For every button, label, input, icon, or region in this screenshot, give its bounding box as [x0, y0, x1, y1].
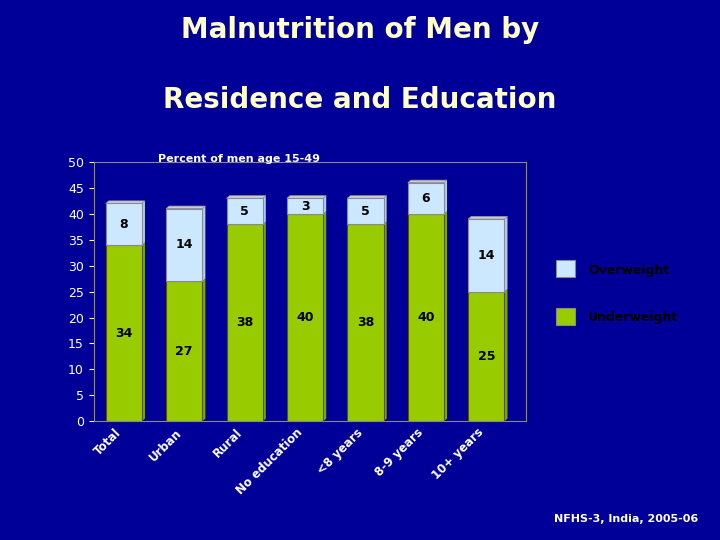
Bar — [347, 198, 384, 224]
Polygon shape — [287, 195, 326, 198]
Text: 14: 14 — [477, 249, 495, 262]
Polygon shape — [142, 201, 145, 245]
Text: Underweight: Underweight — [588, 311, 678, 324]
Polygon shape — [444, 211, 447, 421]
Polygon shape — [347, 195, 387, 198]
Polygon shape — [505, 289, 508, 421]
Text: 3: 3 — [301, 200, 310, 213]
Text: 34: 34 — [115, 327, 132, 340]
Polygon shape — [202, 279, 205, 421]
Bar — [408, 183, 444, 214]
Polygon shape — [166, 206, 205, 208]
Text: NFHS-3, India, 2005-06: NFHS-3, India, 2005-06 — [554, 514, 698, 524]
Bar — [468, 219, 505, 292]
Polygon shape — [468, 217, 508, 219]
Bar — [227, 198, 263, 224]
Bar — [227, 224, 263, 421]
Polygon shape — [202, 206, 205, 281]
Polygon shape — [384, 195, 387, 224]
Polygon shape — [106, 201, 145, 204]
Polygon shape — [263, 221, 266, 421]
Text: Percent of men age 15-49: Percent of men age 15-49 — [158, 154, 320, 164]
Polygon shape — [444, 180, 447, 214]
Text: 40: 40 — [297, 311, 314, 324]
Text: 6: 6 — [422, 192, 431, 205]
Text: 25: 25 — [477, 350, 495, 363]
Polygon shape — [323, 211, 326, 421]
Bar — [106, 204, 142, 245]
Text: 14: 14 — [176, 239, 193, 252]
Polygon shape — [505, 217, 508, 292]
Text: 5: 5 — [361, 205, 370, 218]
Bar — [166, 208, 202, 281]
FancyBboxPatch shape — [557, 260, 575, 278]
Polygon shape — [142, 242, 145, 421]
Bar — [287, 214, 323, 421]
Text: Malnutrition of Men by: Malnutrition of Men by — [181, 16, 539, 44]
Polygon shape — [408, 180, 447, 183]
Bar — [468, 292, 505, 421]
FancyBboxPatch shape — [557, 308, 575, 325]
Text: 40: 40 — [417, 311, 435, 324]
Text: Overweight: Overweight — [588, 264, 669, 276]
Polygon shape — [323, 195, 326, 214]
Polygon shape — [263, 195, 266, 224]
Bar — [106, 245, 142, 421]
Bar — [408, 214, 444, 421]
Bar — [166, 281, 202, 421]
Text: 5: 5 — [240, 205, 249, 218]
Text: 27: 27 — [176, 345, 193, 357]
Bar — [287, 198, 323, 214]
Polygon shape — [384, 221, 387, 421]
Bar — [347, 224, 384, 421]
Text: 38: 38 — [357, 316, 374, 329]
Text: Residence and Education: Residence and Education — [163, 86, 557, 114]
Text: 8: 8 — [120, 218, 128, 231]
Text: 38: 38 — [236, 316, 253, 329]
Polygon shape — [227, 195, 266, 198]
